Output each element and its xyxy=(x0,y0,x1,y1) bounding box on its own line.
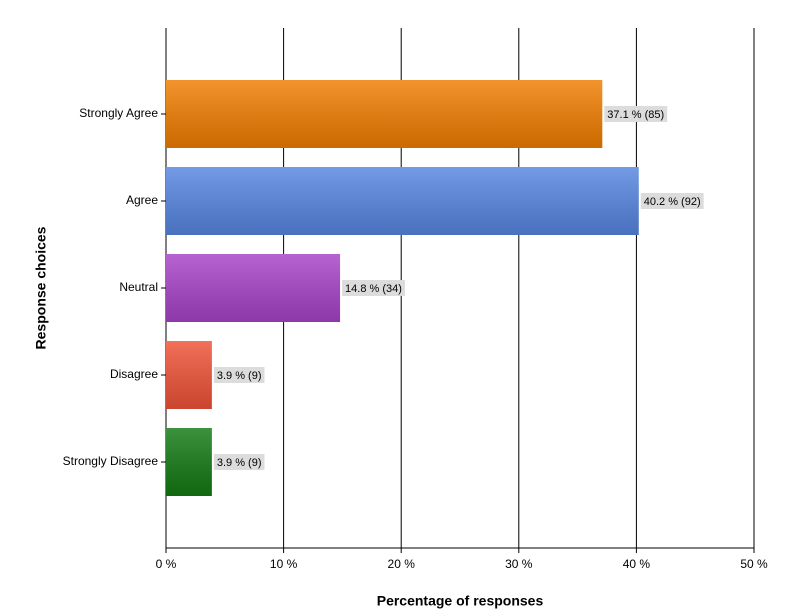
x-tick-label: 40 % xyxy=(623,557,651,571)
value-label-bg xyxy=(342,280,405,296)
y-tick-label: Disagree xyxy=(110,367,158,381)
x-tick-label: 20 % xyxy=(388,557,416,571)
y-tick-label: Neutral xyxy=(119,280,158,294)
value-label-bg xyxy=(604,106,668,122)
value-label: 40.2 % (92) xyxy=(644,196,701,208)
value-label: 3.9 % (9) xyxy=(217,370,262,382)
bar-shade xyxy=(166,341,212,409)
value-label: 14.8 % (34) xyxy=(345,283,402,295)
x-tick-label: 0 % xyxy=(156,557,177,571)
value-label-bg xyxy=(640,193,704,209)
x-axis-title: Percentage of responses xyxy=(377,593,544,609)
y-tick-label: Strongly Disagree xyxy=(63,454,159,468)
value-label: 37.1 % (85) xyxy=(607,109,664,121)
y-tick-label: Strongly Agree xyxy=(79,106,158,120)
x-tick-label: 10 % xyxy=(270,557,298,571)
value-label-bg xyxy=(213,367,265,383)
bar-shade xyxy=(166,254,341,322)
value-label-bg xyxy=(213,454,265,470)
bar-shade xyxy=(166,80,603,148)
bar-shade xyxy=(166,167,639,235)
value-label: 3.9 % (9) xyxy=(217,457,262,469)
y-axis-title: Response choices xyxy=(33,226,49,349)
bar-shade xyxy=(166,428,212,496)
x-tick-label: 30 % xyxy=(505,557,533,571)
y-tick-label: Agree xyxy=(126,193,158,207)
x-tick-label: 50 % xyxy=(740,557,768,571)
